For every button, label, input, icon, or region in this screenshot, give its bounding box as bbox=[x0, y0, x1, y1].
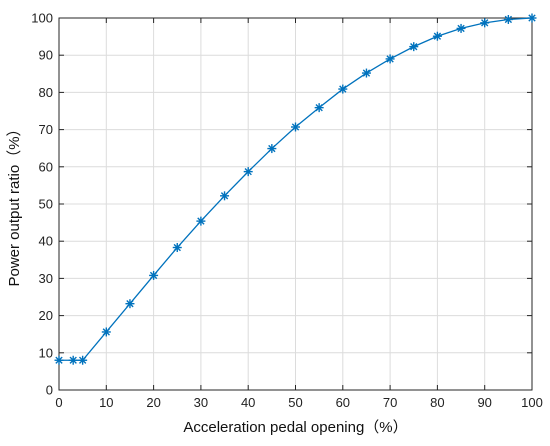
data-point-marker bbox=[172, 243, 182, 253]
data-point-marker bbox=[409, 42, 419, 52]
marker-stroke bbox=[149, 271, 158, 280]
data-point-marker bbox=[291, 122, 300, 132]
data-point-marker bbox=[101, 327, 111, 337]
y-tick-label: 40 bbox=[39, 234, 53, 249]
x-tick-label: 30 bbox=[194, 395, 208, 410]
marker-stroke bbox=[315, 103, 323, 112]
marker-stroke bbox=[386, 55, 394, 63]
y-tick-label: 30 bbox=[39, 271, 53, 286]
y-tick-label: 60 bbox=[39, 159, 53, 174]
marker-stroke bbox=[410, 42, 418, 51]
x-tick-label: 20 bbox=[146, 395, 160, 410]
y-tick-label: 0 bbox=[46, 383, 53, 398]
marker-stroke bbox=[362, 69, 371, 77]
y-tick-label: 70 bbox=[39, 122, 53, 137]
marker-stroke bbox=[457, 24, 465, 33]
x-tick-label: 90 bbox=[477, 395, 491, 410]
marker-stroke bbox=[244, 167, 252, 176]
marker-stroke bbox=[528, 14, 536, 22]
y-tick-label: 20 bbox=[39, 308, 53, 323]
grid-lines bbox=[59, 18, 532, 390]
data-point-marker bbox=[338, 84, 348, 94]
marker-stroke bbox=[481, 19, 489, 27]
data-point-marker bbox=[314, 103, 324, 113]
marker-stroke bbox=[268, 144, 276, 153]
data-point-marker bbox=[243, 167, 253, 177]
marker-stroke bbox=[126, 300, 134, 308]
y-axis-label: Power output ratio（%） bbox=[6, 121, 23, 286]
marker-stroke bbox=[78, 356, 87, 364]
y-tick-label: 10 bbox=[39, 345, 53, 360]
y-tick-label: 80 bbox=[39, 85, 53, 100]
x-axis-label: Acceleration pedal opening（%） bbox=[183, 419, 407, 436]
data-point-marker bbox=[361, 68, 371, 78]
x-tick-label: 50 bbox=[288, 395, 302, 410]
tick-labels: 0 10 20 30 40 50 60 70 80 90 100 0 10 20 30 40 50 60 70 80 9… bbox=[31, 11, 543, 411]
x-tick-label: 0 bbox=[55, 395, 62, 410]
series-layer bbox=[54, 13, 537, 365]
marker-stroke bbox=[102, 328, 110, 336]
marker-stroke bbox=[69, 356, 77, 364]
marker-stroke bbox=[433, 32, 442, 40]
marker-stroke bbox=[291, 123, 300, 131]
y-tick-label: 90 bbox=[39, 48, 53, 63]
x-tick-label: 70 bbox=[383, 395, 397, 410]
marker-stroke bbox=[173, 243, 181, 252]
marker-stroke bbox=[339, 85, 347, 93]
x-tick-label: 80 bbox=[430, 395, 444, 410]
y-tick-label: 100 bbox=[31, 11, 53, 26]
data-point-marker bbox=[220, 191, 230, 201]
data-point-marker bbox=[267, 144, 277, 154]
data-point-marker bbox=[125, 299, 135, 309]
marker-stroke bbox=[197, 217, 205, 225]
data-point-marker bbox=[54, 355, 64, 365]
data-point-marker bbox=[68, 355, 78, 365]
marker-stroke bbox=[220, 192, 229, 200]
x-tick-label: 10 bbox=[99, 395, 113, 410]
data-point-marker bbox=[432, 31, 442, 41]
x-tick-label: 40 bbox=[241, 395, 255, 410]
data-point-marker bbox=[149, 270, 159, 280]
marker-stroke bbox=[55, 356, 63, 364]
data-point-marker bbox=[456, 23, 466, 33]
data-point-marker bbox=[78, 355, 88, 365]
x-tick-label: 60 bbox=[336, 395, 350, 410]
x-tick-label: 100 bbox=[521, 395, 543, 410]
marker-stroke bbox=[504, 15, 513, 24]
data-point-marker bbox=[196, 216, 206, 226]
y-tick-label: 50 bbox=[39, 197, 53, 212]
series-line bbox=[59, 17, 533, 361]
data-point-marker bbox=[385, 54, 395, 64]
data-point-marker bbox=[480, 18, 490, 28]
data-point-marker bbox=[503, 14, 513, 24]
data-point-marker bbox=[527, 13, 537, 23]
